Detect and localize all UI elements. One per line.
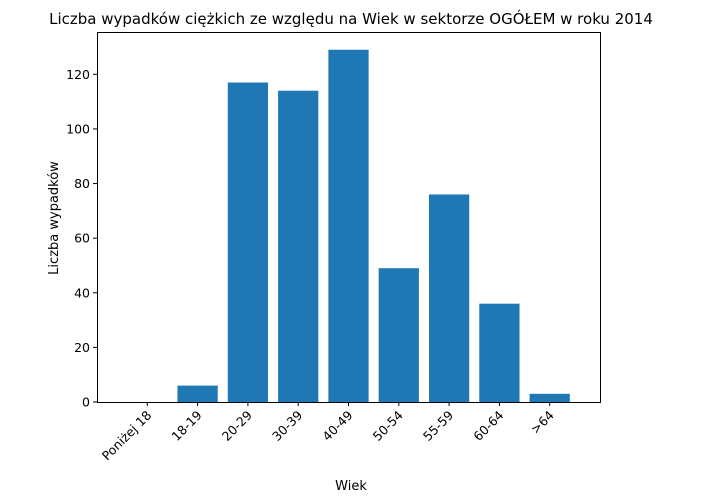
y-tick-label: 60 — [74, 231, 90, 246]
y-tick-label: 40 — [74, 285, 90, 300]
x-axis-ticks: Poniżej 18 18-19 20-29 30-39 40-49 50-54 55-59… — [99, 402, 557, 463]
x-tick-label: 18-19 — [168, 407, 204, 443]
y-tick-label: 100 — [66, 121, 90, 136]
x-axis-label: Wiek — [335, 479, 367, 494]
x-tick-label: 50-54 — [370, 407, 406, 443]
y-axis-ticks: 0 20 40 60 80 100 120 — [66, 67, 97, 410]
x-tick-label: 60-64 — [470, 407, 506, 443]
bar-9 — [529, 393, 570, 402]
x-tick-label: 40-49 — [319, 407, 355, 443]
bar-5 — [328, 49, 369, 402]
y-tick-label: 20 — [74, 340, 90, 355]
y-tick-label: 120 — [66, 67, 90, 82]
chart-title: Liczba wypadków ciężkich ze względu na W… — [49, 9, 653, 28]
bar-6 — [378, 268, 419, 402]
plot-frame — [97, 32, 601, 403]
x-tick-label: Poniżej 18 — [99, 407, 155, 463]
bar-2 — [177, 385, 218, 402]
bars-group — [177, 49, 570, 402]
y-tick-label: 80 — [74, 176, 90, 191]
bar-3 — [227, 82, 269, 402]
bar-8 — [479, 303, 520, 402]
x-tick-label: 55-59 — [420, 407, 456, 443]
x-tick-label: >64 — [528, 407, 557, 436]
bar-7 — [428, 194, 470, 402]
y-tick-label: 0 — [82, 395, 90, 410]
x-tick-label: 20-29 — [219, 407, 255, 443]
bar-4 — [278, 90, 319, 402]
x-tick-label: 30-39 — [269, 407, 305, 443]
y-axis-label: Liczba wypadków — [47, 161, 62, 275]
